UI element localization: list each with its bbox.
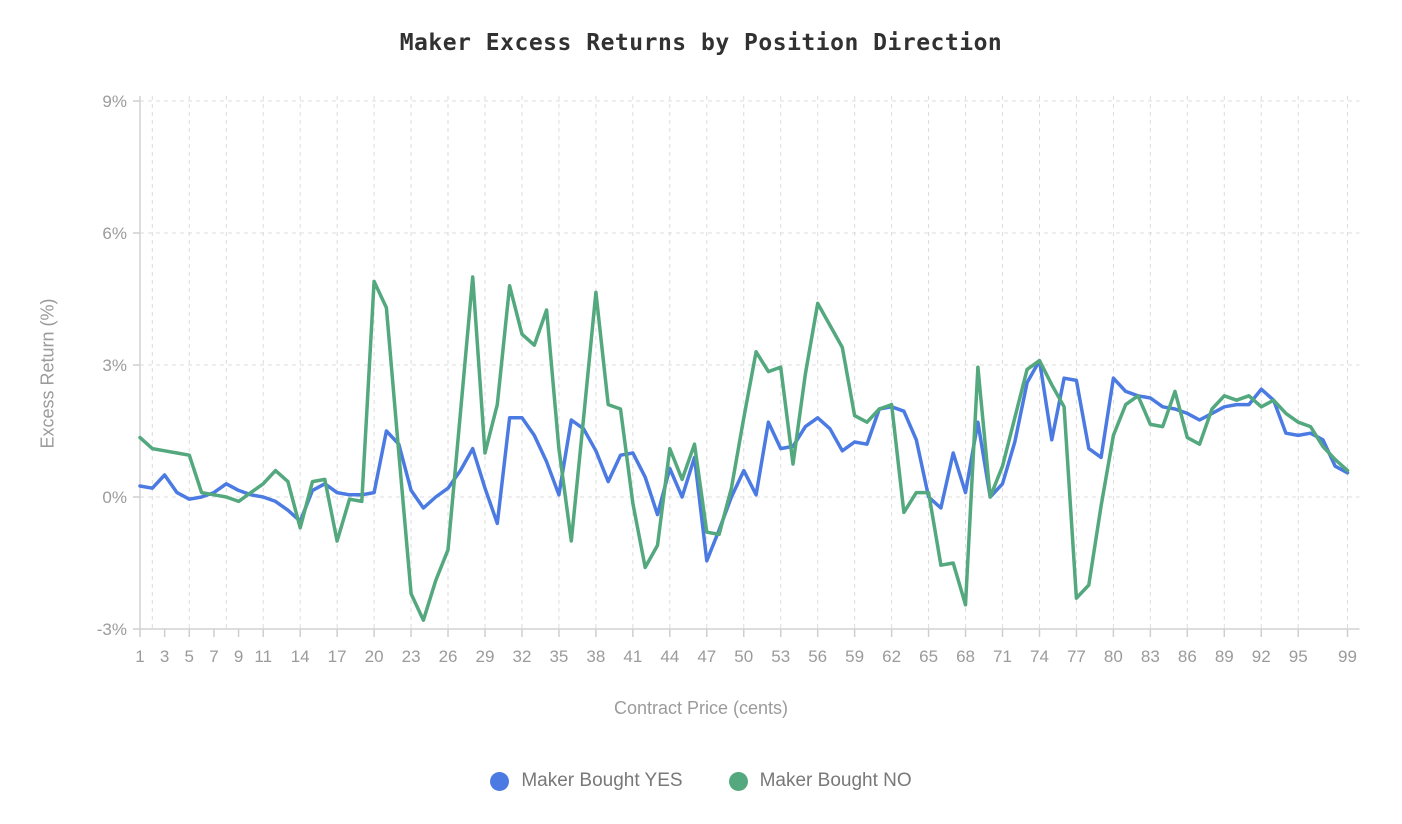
x-tick-label: 92: [1252, 647, 1271, 666]
x-tick-label: 80: [1104, 647, 1123, 666]
x-tick-label: 3: [160, 647, 169, 666]
x-tick-label: 59: [845, 647, 864, 666]
x-tick-label: 89: [1215, 647, 1234, 666]
x-tick-label: 65: [919, 647, 938, 666]
x-tick-label: 32: [513, 647, 532, 666]
x-tick-label: 74: [1030, 647, 1049, 666]
y-tick-label: 0%: [102, 488, 127, 507]
x-tick-label: 41: [623, 647, 642, 666]
x-tick-label: 17: [328, 647, 347, 666]
legend-dot-no-icon: [728, 771, 748, 791]
y-tick-label: -3%: [97, 620, 127, 639]
y-tick-label: 3%: [102, 356, 127, 375]
x-tick-label: 7: [209, 647, 218, 666]
legend-dot-yes-icon: [490, 771, 510, 791]
chart-line-maker-bought-no[interactable]: [138, 275, 1350, 622]
x-tick-label: 47: [697, 647, 716, 666]
x-tick-label: 1: [135, 647, 144, 666]
x-tick-label: 71: [993, 647, 1012, 666]
legend-item-maker-bought-yes[interactable]: Maker Bought YES: [490, 770, 683, 792]
x-tick-label: 99: [1338, 647, 1357, 666]
x-tick-label: 29: [476, 647, 495, 666]
x-axis-title: Contract Price (cents): [613, 698, 789, 718]
x-tick-label: 95: [1289, 647, 1308, 666]
x-tick-label: 35: [549, 647, 568, 666]
x-tick-label: 9: [234, 647, 243, 666]
legend-label-yes: Maker Bought YES: [521, 770, 683, 791]
legend: Maker Bought YES Maker Bought NO: [0, 770, 1402, 792]
x-tick-label: 56: [808, 647, 827, 666]
x-tick-label: 26: [439, 647, 458, 666]
x-tick-label: 44: [660, 647, 679, 666]
chart-title: Maker Excess Returns by Position Directi…: [399, 30, 1003, 56]
x-tick-label: 62: [882, 647, 901, 666]
x-tick-label: 83: [1141, 647, 1160, 666]
x-tick-label: 86: [1178, 647, 1197, 666]
x-tick-label: 23: [402, 647, 421, 666]
x-tick-label: 5: [185, 647, 194, 666]
x-tick-label: 53: [771, 647, 790, 666]
y-tick-label: 6%: [102, 224, 127, 243]
x-tick-label: 68: [956, 647, 975, 666]
legend-label-no: Maker Bought NO: [759, 770, 912, 791]
x-tick-label: 14: [291, 647, 310, 666]
legend-item-maker-bought-no[interactable]: Maker Bought NO: [728, 770, 912, 792]
x-tick-label: 77: [1067, 647, 1086, 666]
x-tick-label: 20: [365, 647, 384, 666]
y-tick-label: 9%: [102, 92, 127, 111]
x-tick-label: 38: [586, 647, 605, 666]
y-axis-title: Excess Return (%): [37, 298, 58, 449]
x-tick-label: 50: [734, 647, 753, 666]
x-tick-label: 11: [254, 647, 272, 666]
chart-line-maker-bought-yes[interactable]: [138, 358, 1350, 563]
